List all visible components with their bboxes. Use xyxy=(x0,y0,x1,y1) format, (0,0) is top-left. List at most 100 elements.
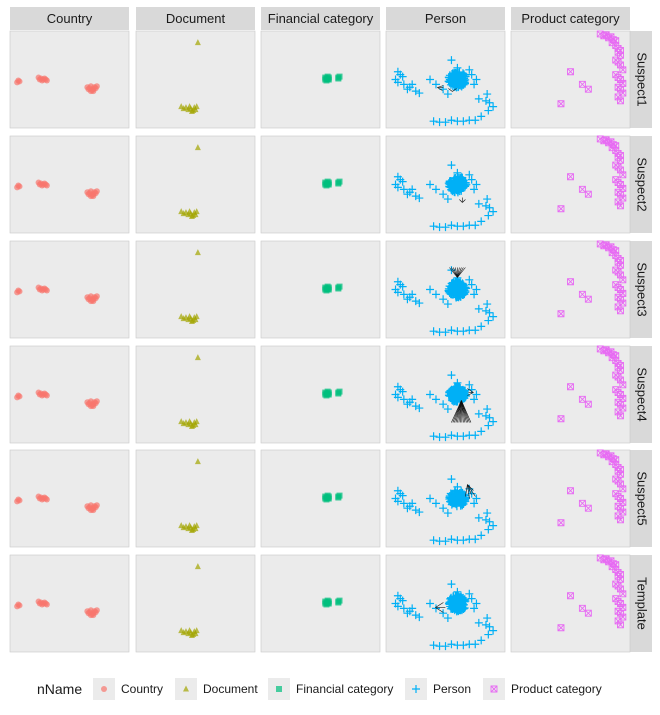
panel-suspect4-product-category xyxy=(510,345,631,444)
panel-background xyxy=(260,240,381,339)
data-point xyxy=(408,395,417,404)
data-point xyxy=(431,185,440,194)
strip-background xyxy=(630,346,652,443)
data-point xyxy=(398,387,407,396)
data-point xyxy=(484,630,493,639)
data-point xyxy=(477,531,486,540)
data-point xyxy=(483,90,492,99)
data-point xyxy=(186,313,193,320)
data-point xyxy=(426,285,435,294)
suspect-edge xyxy=(448,88,453,92)
data-point xyxy=(456,600,465,609)
data-point xyxy=(393,183,402,192)
data-point xyxy=(399,604,408,613)
panel-background xyxy=(510,240,631,339)
data-point xyxy=(408,80,417,89)
panel-background xyxy=(260,345,381,444)
data-point xyxy=(399,395,408,404)
data-point xyxy=(454,279,463,288)
legend-label: Country xyxy=(121,682,163,696)
strip-label: Suspect3 xyxy=(635,262,650,316)
data-point xyxy=(453,327,462,336)
data-point xyxy=(459,183,468,192)
legend-label: Person xyxy=(433,682,471,696)
data-point xyxy=(617,202,624,210)
data-point xyxy=(443,300,452,309)
data-point xyxy=(335,180,342,187)
data-point xyxy=(426,494,435,503)
data-point xyxy=(449,397,458,406)
data-point xyxy=(443,509,452,518)
data-point xyxy=(43,601,50,608)
data-point xyxy=(481,201,490,210)
data-point xyxy=(483,195,492,204)
data-point xyxy=(470,604,479,613)
data-point xyxy=(445,387,454,396)
panel-suspect3-person xyxy=(385,240,506,339)
data-point xyxy=(455,390,464,399)
facet-row-strip-suspect3: Suspect3 xyxy=(630,241,652,338)
data-point xyxy=(186,418,193,425)
suspect-edge xyxy=(465,484,468,497)
legend-item-country: Country xyxy=(93,678,163,700)
data-point xyxy=(470,290,479,299)
panel-suspect1-financial-category xyxy=(260,30,381,129)
legend-title: nName xyxy=(37,681,82,697)
data-point xyxy=(415,613,424,622)
data-point xyxy=(324,494,331,501)
data-point xyxy=(481,306,490,315)
data-point xyxy=(453,222,462,231)
data-point xyxy=(447,161,456,170)
panel-suspect5-person xyxy=(385,449,506,548)
panel-background xyxy=(510,554,631,653)
data-point xyxy=(439,190,448,199)
data-point xyxy=(16,288,23,295)
data-point xyxy=(459,72,468,81)
suspect-edge xyxy=(437,87,443,91)
suspect-edge xyxy=(455,267,458,278)
panel-background xyxy=(135,554,256,653)
data-point xyxy=(584,504,592,512)
data-point xyxy=(398,177,407,186)
data-point xyxy=(477,427,486,436)
data-point xyxy=(445,287,454,296)
suspect-edge xyxy=(467,484,472,495)
suspect-edge xyxy=(435,607,444,613)
data-point xyxy=(335,599,342,606)
data-point xyxy=(619,381,627,389)
data-point xyxy=(439,609,448,618)
legend-label: Financial category xyxy=(296,682,393,696)
data-point xyxy=(435,433,444,442)
strip-background xyxy=(10,7,129,30)
data-point xyxy=(477,217,486,226)
strip-label: Country xyxy=(47,11,93,26)
data-point xyxy=(470,80,479,89)
data-point xyxy=(451,177,460,186)
data-point xyxy=(484,106,493,115)
data-point xyxy=(194,563,201,570)
data-point xyxy=(324,285,331,292)
data-point xyxy=(408,604,417,613)
facet-row-strip-suspect5: Suspect5 xyxy=(630,450,652,547)
data-point xyxy=(439,504,448,513)
data-point xyxy=(452,283,461,292)
data-point xyxy=(16,78,23,85)
data-point xyxy=(398,72,407,81)
data-point xyxy=(194,354,201,361)
panel-suspect2-country xyxy=(9,135,130,234)
data-point xyxy=(467,175,476,184)
strip-background xyxy=(630,136,652,233)
suspect-edge xyxy=(461,400,472,423)
data-point xyxy=(431,499,440,508)
facet-column-strip-document: Document xyxy=(136,7,255,30)
strip-label: Suspect2 xyxy=(635,157,650,211)
data-point xyxy=(448,183,457,192)
data-point xyxy=(415,299,424,308)
panel-background xyxy=(9,449,130,548)
data-point xyxy=(474,513,483,522)
data-point xyxy=(443,90,452,99)
data-point xyxy=(193,627,200,634)
panel-suspect3-country xyxy=(9,240,130,339)
legend-key-plus-icon xyxy=(412,685,420,693)
panel-background xyxy=(510,30,631,129)
